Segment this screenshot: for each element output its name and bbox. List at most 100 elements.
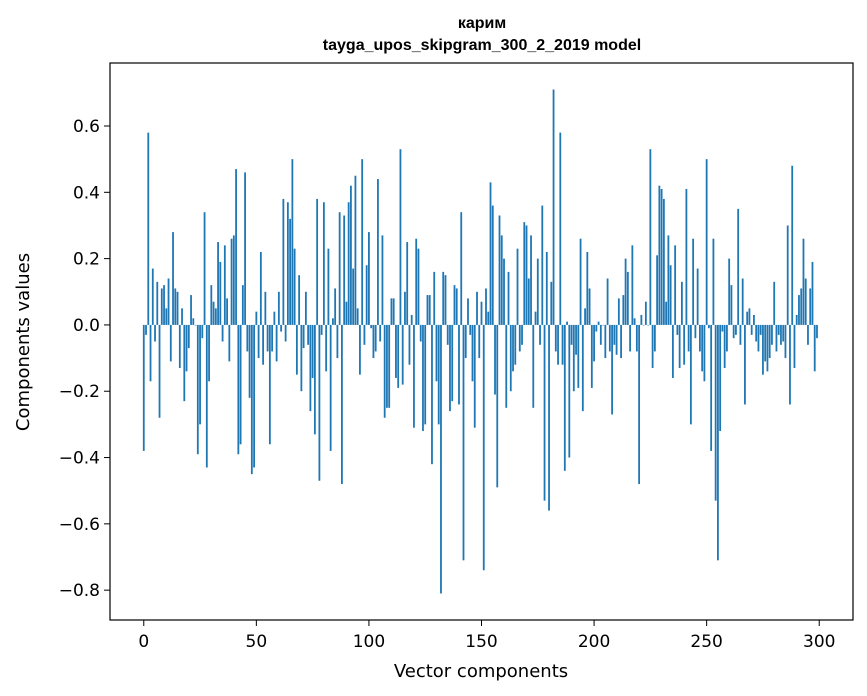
bar-161 [505, 324, 508, 408]
bar-165 [514, 324, 517, 365]
bar-241 [685, 188, 688, 325]
bar-89 [343, 215, 346, 325]
bar-291 [798, 295, 800, 325]
bar-198 [588, 288, 591, 325]
bar-11 [167, 278, 170, 325]
bar-43 [239, 324, 242, 445]
bar-88 [341, 324, 343, 485]
bar-270 [750, 324, 753, 335]
bar-95 [356, 308, 359, 325]
bar-222 [642, 324, 645, 326]
bar-16 [178, 324, 181, 369]
bar-136 [449, 324, 451, 412]
bar-273 [757, 324, 760, 352]
bar-272 [755, 324, 758, 342]
bar-259 [726, 324, 728, 352]
bar-13 [172, 232, 174, 325]
bar-77 [316, 198, 319, 325]
bar-253 [712, 238, 715, 325]
bar-83 [329, 324, 332, 451]
bar-255 [717, 324, 719, 561]
bar-202 [597, 321, 600, 325]
bar-188 [566, 321, 568, 325]
bar-230 [660, 188, 663, 325]
bar-168 [521, 324, 523, 345]
bar-276 [764, 324, 767, 362]
bar-269 [748, 308, 751, 325]
bar-284 [782, 324, 785, 342]
bar-91 [347, 202, 350, 325]
bar-90 [345, 301, 348, 325]
bar-178 [543, 324, 546, 501]
bar-257 [721, 324, 724, 332]
bar-208 [611, 324, 613, 415]
bar-154 [489, 182, 492, 325]
y-tick-label: −0.8 [59, 581, 100, 601]
bar-150 [480, 301, 483, 325]
bar-195 [581, 324, 584, 412]
bar-147 [473, 324, 476, 428]
chart-subtitle: tayga_upos_skipgram_300_2_2019 model [323, 37, 641, 54]
bar-254 [714, 324, 717, 501]
bar-117 [406, 242, 409, 325]
bar-216 [629, 324, 631, 352]
bar-289 [793, 324, 796, 369]
bar-212 [620, 324, 622, 359]
x-axis-label: Vector components [394, 661, 568, 682]
bar-205 [604, 324, 607, 359]
bar-14 [174, 288, 177, 325]
bar-275 [762, 324, 764, 375]
x-tick-label: 200 [578, 632, 610, 652]
bar-137 [451, 324, 454, 402]
bar-260 [728, 258, 731, 325]
bar-102 [372, 324, 375, 359]
bar-75 [311, 324, 314, 378]
bar-278 [768, 324, 771, 359]
bar-220 [638, 324, 641, 485]
bar-104 [377, 179, 379, 325]
bar-152 [485, 288, 487, 325]
bar-283 [780, 324, 782, 345]
bar-290 [795, 314, 798, 325]
x-axis-ticks: 0 50 100 150 200 250 300 [138, 620, 835, 652]
bar-115 [401, 324, 404, 385]
bar-218 [633, 318, 636, 325]
bar-28 [205, 324, 208, 468]
bar-51 [257, 324, 260, 359]
bar-248 [701, 324, 704, 372]
bar-296 [809, 288, 812, 325]
bar-277 [766, 324, 769, 372]
bar-251 [708, 324, 710, 329]
bar-94 [354, 175, 357, 325]
bar-246 [696, 268, 699, 325]
bar-108 [386, 324, 388, 408]
bar-25 [199, 324, 201, 425]
bar-287 [789, 324, 791, 405]
bar-103 [374, 324, 377, 352]
bar-247 [699, 324, 701, 352]
bar-105 [379, 324, 382, 342]
bar-47 [248, 324, 251, 398]
bar-97 [361, 159, 364, 325]
bar-96 [359, 324, 361, 375]
bar-179 [545, 251, 548, 325]
bar-66 [291, 159, 294, 325]
bar-30 [210, 285, 213, 325]
bar-134 [444, 275, 447, 325]
bar-27 [203, 212, 206, 325]
bar-8 [160, 288, 163, 325]
bar-148 [476, 291, 478, 325]
bar-130 [435, 324, 438, 382]
bar-24 [196, 324, 199, 455]
bar-67 [293, 248, 296, 325]
y-tick-label: 0.6 [73, 117, 100, 137]
bar-206 [606, 278, 609, 325]
bar-42 [237, 324, 240, 455]
bar-41 [235, 169, 237, 325]
bar-113 [397, 324, 400, 388]
bar-64 [286, 202, 289, 325]
bar-70 [300, 324, 303, 392]
bar-20 [187, 324, 190, 349]
bar-125 [424, 324, 427, 425]
bar-116 [404, 291, 406, 325]
